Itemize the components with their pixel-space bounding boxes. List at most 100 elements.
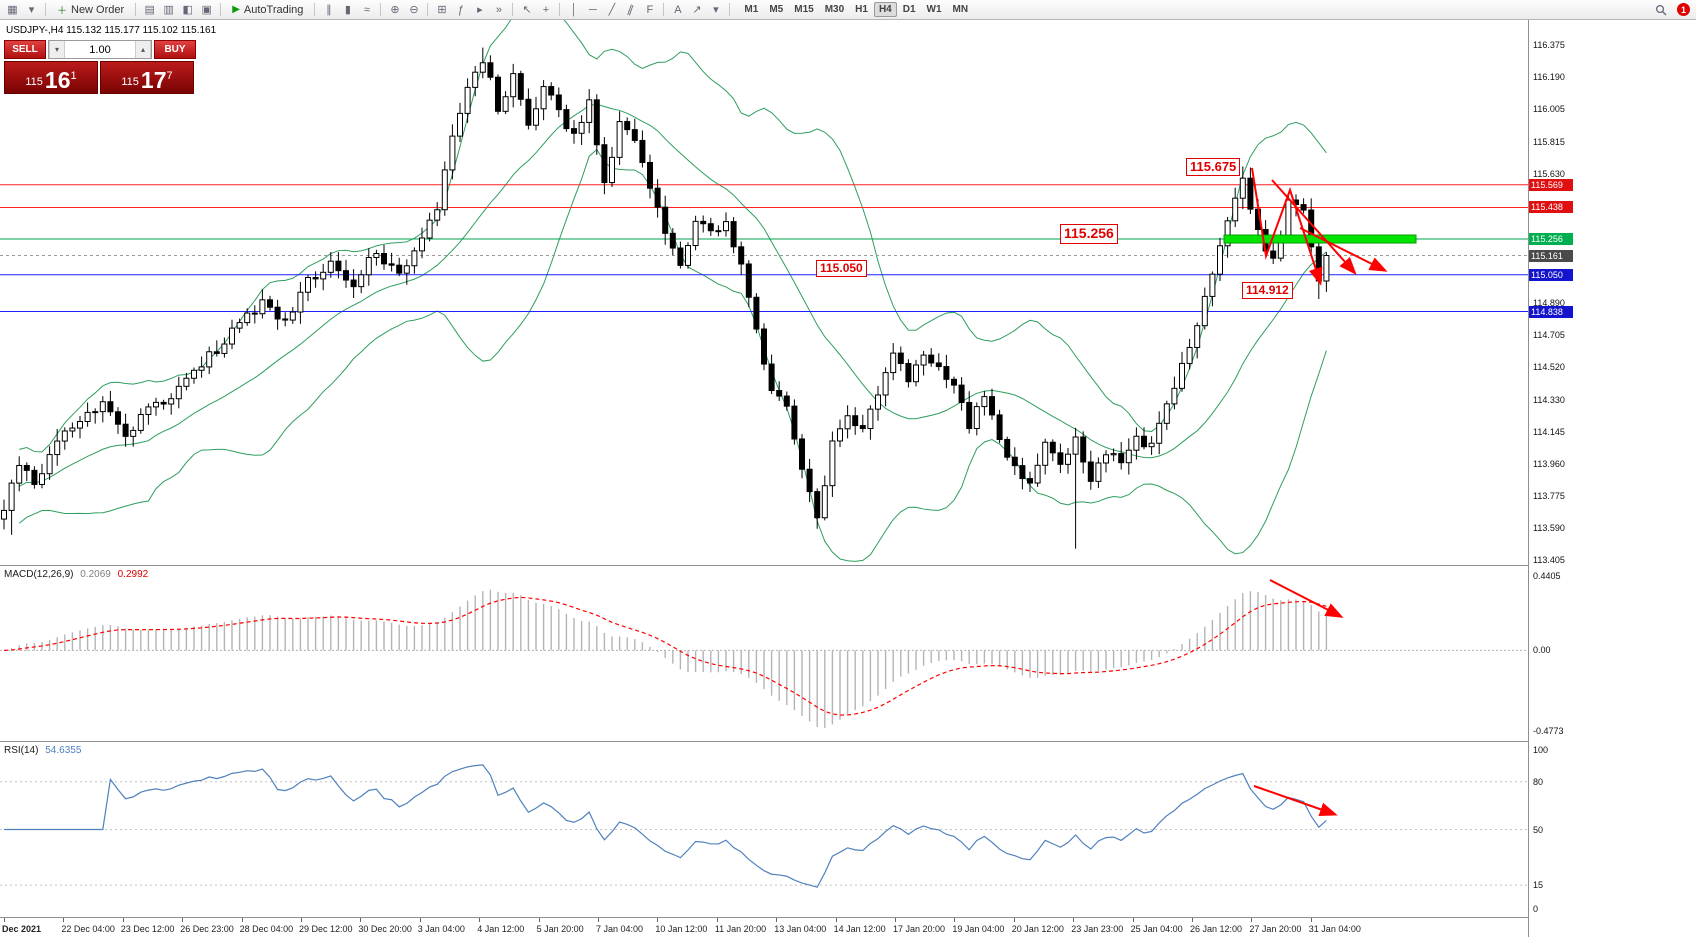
autoscroll-icon[interactable]: ▸: [477, 4, 483, 16]
indicators-icon[interactable]: ƒ: [457, 3, 464, 16]
macd-panel[interactable]: MACD(12,26,9) 0.2069 0.2992: [0, 566, 1528, 741]
new-chart-icon[interactable]: ▦: [7, 4, 18, 16]
timeframe-m15[interactable]: M15: [794, 4, 814, 15]
rsi-scale-tick: 0: [1533, 904, 1539, 914]
bid-price[interactable]: 115 16 1: [4, 61, 98, 94]
drawings: [1223, 167, 1417, 286]
toolbar-separator: [380, 3, 382, 16]
time-label: 28 Dec 04:00: [239, 924, 294, 934]
price-tag: 115.050: [1529, 268, 1573, 281]
new-order-button[interactable]: ＋ New Order: [51, 1, 130, 18]
rsi-value: 54.6355: [45, 745, 82, 756]
zoom-in-icon[interactable]: ⊕: [390, 4, 400, 16]
cursor-icon[interactable]: ↖: [522, 4, 532, 16]
chart-ohlc-label: USDJPY-,H4 115.132 115.177 115.102 115.1…: [6, 25, 217, 36]
channel-icon[interactable]: ∥: [626, 3, 636, 17]
time-label: Dec 2021: [2, 924, 42, 934]
vertical-line-icon[interactable]: │: [570, 3, 578, 16]
price-tick: 114.145: [1533, 426, 1565, 437]
shapes-icon[interactable]: ▾: [713, 4, 719, 16]
toolbar-separator: [220, 3, 222, 16]
line-chart-icon[interactable]: ≈: [363, 3, 370, 16]
time-label: 20 Jan 12:00: [1011, 924, 1064, 934]
chart-shift-icon[interactable]: »: [495, 3, 502, 16]
trendline-icon[interactable]: ╱: [608, 4, 616, 16]
trend-arrow[interactable]: [1251, 167, 1323, 286]
autotrading-button[interactable]: ▶ AutoTrading: [226, 3, 309, 17]
zoom-out-icon[interactable]: ⊖: [409, 4, 419, 16]
timeframe-mn[interactable]: MN: [952, 4, 969, 15]
timeframe-d1[interactable]: D1: [902, 4, 916, 15]
timeframe-m30[interactable]: M30: [824, 4, 845, 15]
crosshair-icon[interactable]: +: [542, 3, 550, 16]
notification-badge[interactable]: 1: [1677, 3, 1690, 16]
panel-separator[interactable]: [0, 741, 1696, 742]
toolbar-separator: [427, 3, 429, 16]
timeframe-h4[interactable]: H4: [873, 2, 897, 17]
bollinger-bands: [18, 20, 1327, 562]
terminal-icon[interactable]: ▣: [201, 4, 212, 16]
time-label: 17 Jan 20:00: [893, 924, 946, 934]
time-tick: [1251, 918, 1253, 922]
price-tick: 113.405: [1533, 555, 1565, 565]
price-tick: 115.630: [1533, 169, 1565, 180]
timeframe-h1[interactable]: H1: [855, 4, 868, 15]
bid-pip-digit: 1: [70, 70, 77, 82]
bar-chart-icon[interactable]: ∥: [326, 4, 332, 16]
price-annotation[interactable]: 114.912: [1242, 282, 1293, 299]
macd-arrow[interactable]: [1269, 579, 1344, 618]
timeframe-m5[interactable]: M5: [769, 4, 784, 15]
candlestick-chart[interactable]: [0, 20, 1528, 565]
horizontal-line-icon[interactable]: ─: [589, 3, 597, 16]
time-label: 26 Jan 12:00: [1190, 924, 1243, 934]
volume-down-button[interactable]: ▾: [49, 41, 65, 58]
buy-button[interactable]: BUY: [154, 40, 196, 59]
time-tick: [479, 918, 481, 922]
time-tick: [538, 918, 540, 922]
price-chart-panel[interactable]: USDJPY-,H4 115.132 115.177 115.102 115.1…: [0, 20, 1528, 565]
rsi-arrow[interactable]: [1253, 785, 1338, 816]
toolbar-separator: [559, 3, 561, 16]
price-annotation[interactable]: 115.256: [1060, 224, 1118, 244]
timeframe-w1[interactable]: W1: [926, 4, 942, 15]
time-tick: [1132, 918, 1134, 922]
autotrading-label: AutoTrading: [243, 3, 304, 16]
bb-lower: [18, 148, 1327, 562]
search-icon[interactable]: [1652, 2, 1669, 17]
trend-arrow[interactable]: [1299, 227, 1388, 272]
toolbar-separator: [663, 3, 665, 16]
text-label-icon[interactable]: A: [674, 3, 682, 16]
volume-spinner[interactable]: ▾ 1.00 ▴: [48, 40, 152, 59]
trend-arrow[interactable]: [1271, 179, 1357, 275]
ask-prefix: 115: [121, 76, 139, 88]
candles: [1, 47, 1330, 549]
price-tick: 114.520: [1533, 361, 1565, 372]
timeframe-m1[interactable]: M1: [744, 4, 759, 15]
panel-separator[interactable]: [0, 565, 1696, 566]
market-watch-icon[interactable]: ▤: [144, 4, 155, 16]
time-label: 26 Dec 23:00: [180, 924, 234, 934]
data-window-icon[interactable]: ▥: [163, 4, 174, 16]
ask-price[interactable]: 115 17 7: [100, 61, 194, 94]
price-axis[interactable]: 116.375 116.190 116.005 115.815 115.630 114.8…: [1528, 20, 1696, 937]
time-label: 19 Jan 04:00: [952, 924, 1005, 934]
navigator-icon[interactable]: ◧: [182, 4, 193, 16]
rsi-label: RSI(14) 54.6355: [4, 745, 81, 756]
tile-windows-icon[interactable]: ⊞: [437, 4, 447, 16]
toolbar-separator: [314, 3, 316, 16]
time-axis[interactable]: Dec 2021 22 Dec 04:00 23 Dec 12:00 26 Dec 2…: [0, 918, 1528, 937]
chart-profiles-icon[interactable]: ▾: [28, 4, 35, 16]
volume-value[interactable]: 1.00: [89, 43, 111, 56]
arrows-object-icon[interactable]: ↗: [692, 4, 702, 16]
rsi-panel[interactable]: RSI(14) 54.6355: [0, 742, 1528, 917]
candlestick-chart-icon[interactable]: ▮: [344, 4, 351, 16]
fibonacci-icon[interactable]: F: [646, 3, 654, 16]
sell-button[interactable]: SELL: [4, 40, 46, 59]
macd-label: MACD(12,26,9) 0.2069 0.2992: [4, 569, 148, 580]
price-tick: 114.705: [1533, 329, 1565, 340]
price-annotation[interactable]: 115.050: [816, 260, 867, 277]
volume-up-button[interactable]: ▴: [135, 41, 151, 58]
toolbar-separator: [512, 3, 514, 16]
price-annotation[interactable]: 115.675: [1186, 158, 1241, 177]
